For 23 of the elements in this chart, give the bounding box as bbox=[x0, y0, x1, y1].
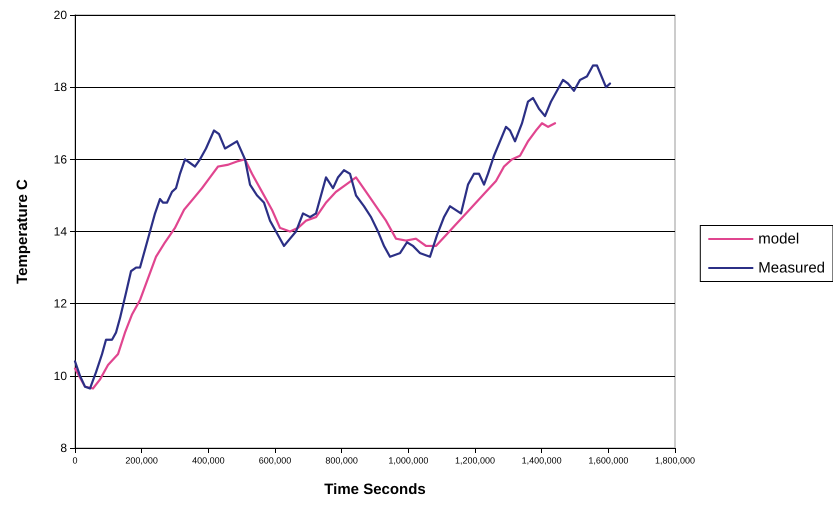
y-tick-label: 16 bbox=[54, 152, 68, 166]
y-axis-title: Temperature C bbox=[14, 178, 31, 284]
x-tick-label: 1,200,000 bbox=[454, 456, 496, 466]
x-axis-title: Time Seconds bbox=[324, 481, 426, 498]
line-series bbox=[74, 64, 612, 390]
y-tick-label: 10 bbox=[54, 368, 68, 383]
legend-label: model bbox=[758, 230, 800, 248]
x-tick-label: 200,000 bbox=[125, 456, 158, 466]
y-tick-label: 18 bbox=[54, 80, 68, 94]
x-tick-label: 0 bbox=[72, 456, 78, 466]
y-tick-label: 14 bbox=[54, 224, 68, 238]
legend-label: Measured bbox=[758, 260, 825, 276]
x-tick-label: 1,000,000 bbox=[388, 456, 428, 466]
x-tick-label: 1,600,000 bbox=[588, 456, 628, 466]
x-tick-label: 1,400,000 bbox=[522, 456, 562, 466]
x-tick-label: 800,000 bbox=[325, 456, 358, 466]
x-tick-label: 600,000 bbox=[258, 456, 292, 466]
y-tick-label: 20 bbox=[54, 8, 68, 22]
x-tick-label: 1,800,000 bbox=[654, 456, 696, 466]
line-series bbox=[74, 122, 556, 390]
y-tick-label: 8 bbox=[60, 441, 68, 455]
y-tick-label: 12 bbox=[54, 296, 68, 311]
x-tick-label: 400,000 bbox=[192, 456, 225, 466]
